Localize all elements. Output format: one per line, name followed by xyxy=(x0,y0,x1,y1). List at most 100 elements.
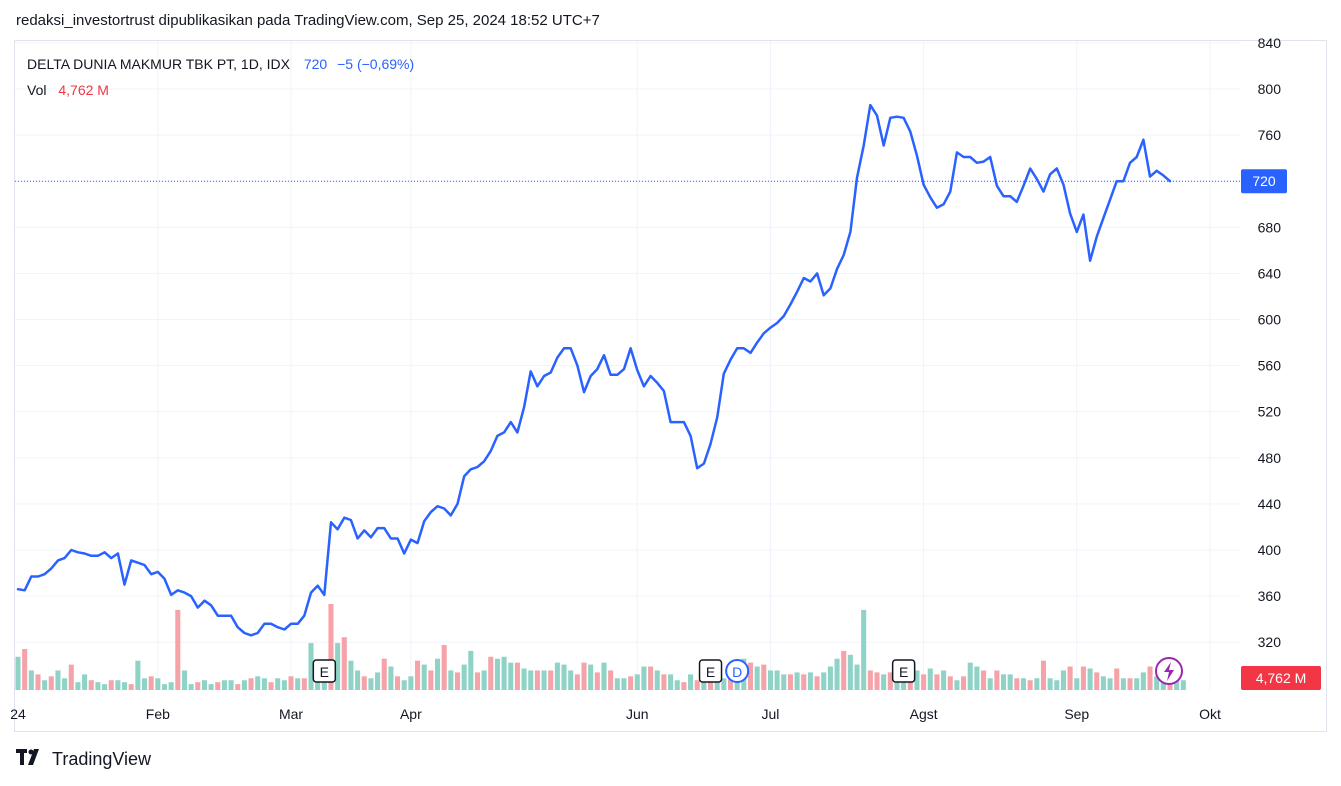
volume-bar xyxy=(241,680,247,690)
y-tick-label: 320 xyxy=(1258,634,1282,650)
volume-bar xyxy=(967,662,973,690)
volume-bar xyxy=(1054,680,1060,690)
volume-bar xyxy=(1087,668,1093,690)
volume-bar xyxy=(1040,660,1047,690)
volume-bar xyxy=(514,662,520,690)
volume-bar xyxy=(215,682,221,690)
x-tick-label: Apr xyxy=(400,706,422,722)
x-tick-label: Okt xyxy=(1199,706,1221,722)
volume-label[interactable]: Vol xyxy=(27,82,47,98)
volume-bar xyxy=(62,678,68,690)
volume-bar xyxy=(1000,674,1007,690)
volume-bar xyxy=(1074,678,1080,690)
volume-bar xyxy=(348,660,354,690)
volume-bar xyxy=(395,676,401,690)
volume-bar xyxy=(375,672,381,690)
volume-bar xyxy=(461,664,467,690)
volume-bar xyxy=(981,670,987,690)
symbol-name[interactable]: DELTA DUNIA MAKMUR TBK PT, 1D, IDX xyxy=(27,56,290,72)
volume-bar xyxy=(614,678,620,690)
volume-bar xyxy=(648,666,654,690)
brand-name: TradingView xyxy=(52,749,152,769)
volume-bar xyxy=(168,682,174,690)
volume-bar xyxy=(608,670,614,690)
volume-bar xyxy=(1027,680,1033,690)
last-volume-badge-label: 4,762 M xyxy=(1256,670,1307,686)
volume-bar xyxy=(1120,678,1126,690)
volume-bar xyxy=(42,680,48,690)
volume-bar xyxy=(35,674,41,690)
event-marker-label: E xyxy=(899,664,908,680)
last-price-badge xyxy=(1241,169,1287,194)
volume-bar xyxy=(28,670,34,690)
volume-bar xyxy=(854,664,860,690)
volume-bar xyxy=(454,672,461,690)
volume-bar xyxy=(228,680,234,690)
y-tick-label: 760 xyxy=(1258,127,1282,143)
volume-bar xyxy=(381,658,387,690)
event-marker: E xyxy=(698,659,723,683)
volume-bar xyxy=(568,670,574,690)
volume-bar xyxy=(1007,674,1013,690)
last-volume-badge xyxy=(1241,666,1321,690)
y-tick-label: 360 xyxy=(1258,588,1282,604)
volume-bar xyxy=(548,670,554,690)
volume-bar xyxy=(954,680,960,690)
volume-bar xyxy=(82,674,88,690)
volume-bar xyxy=(208,684,214,690)
volume-bar xyxy=(874,672,880,690)
event-marker: E xyxy=(312,659,337,683)
volume-bar xyxy=(415,660,421,690)
volume-bar xyxy=(721,678,727,690)
volume-bar xyxy=(188,684,194,690)
chart-legend: DELTA DUNIA MAKMUR TBK PT, 1D, IDX 720 −… xyxy=(27,55,414,107)
volume-bar xyxy=(541,670,547,690)
volume-bar xyxy=(1060,670,1066,690)
volume-bar xyxy=(155,678,161,690)
volume-bar xyxy=(235,684,241,690)
volume-bar xyxy=(428,670,434,690)
volume-bar xyxy=(1020,678,1027,690)
volume-bar xyxy=(1047,678,1053,690)
volume-bar xyxy=(601,662,607,690)
volume-bar xyxy=(934,674,940,690)
volume-bar xyxy=(921,674,927,690)
volume-bar xyxy=(581,662,587,690)
event-marker: D xyxy=(725,659,750,683)
volume-bar xyxy=(747,662,754,690)
volume-bar xyxy=(148,676,154,690)
volume-bar xyxy=(761,664,767,690)
volume-bar xyxy=(95,682,101,690)
volume-bar xyxy=(88,680,94,690)
volume-bar xyxy=(1107,678,1113,690)
y-tick-label: 600 xyxy=(1258,312,1282,328)
volume-bar xyxy=(508,662,514,690)
y-tick-label: 800 xyxy=(1258,81,1282,97)
y-tick-label: 440 xyxy=(1258,496,1282,512)
volume-bar xyxy=(654,670,660,690)
volume-bar xyxy=(767,670,773,690)
volume-bar xyxy=(621,678,627,690)
price-change: −5 (−0,69%) xyxy=(337,56,415,72)
volume-bar xyxy=(281,680,287,690)
volume-bar xyxy=(221,680,227,690)
volume-bar xyxy=(521,668,527,690)
volume-bar xyxy=(308,643,314,690)
volume-bar xyxy=(994,670,1000,690)
volume-bar xyxy=(754,666,760,690)
volume-bar xyxy=(488,656,494,690)
volume-bar xyxy=(102,684,108,690)
volume-bar xyxy=(448,670,454,690)
volume-bar xyxy=(335,643,341,690)
lightning-bolt-shape xyxy=(1164,662,1174,681)
footer-brand[interactable]: TradingView xyxy=(16,748,151,771)
y-tick-label: 480 xyxy=(1258,450,1282,466)
x-tick-label: Feb xyxy=(146,706,170,722)
volume-bar xyxy=(1100,676,1106,690)
volume-bar xyxy=(135,660,141,690)
volume-bar xyxy=(674,680,680,690)
legend-symbol-row: DELTA DUNIA MAKMUR TBK PT, 1D, IDX 720 −… xyxy=(27,55,414,81)
event-marker-label: E xyxy=(320,664,329,680)
